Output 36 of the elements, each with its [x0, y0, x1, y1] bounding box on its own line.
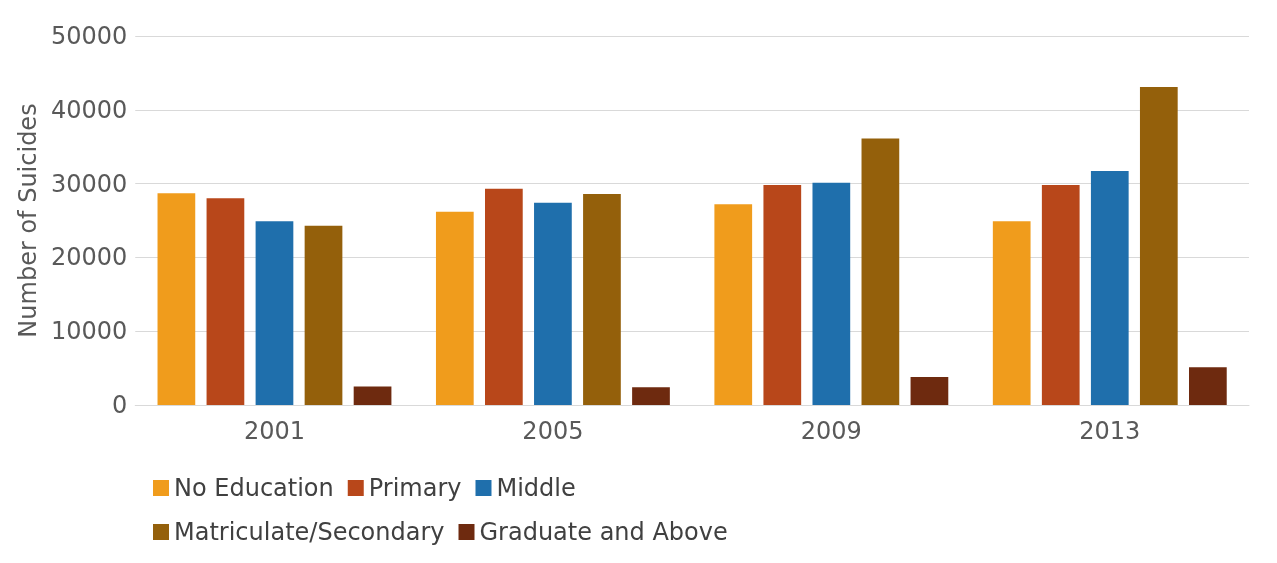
bar [714, 204, 753, 405]
bar [1090, 171, 1129, 405]
bar [632, 387, 670, 405]
y-tick-label: 10000 [50, 317, 128, 346]
bar [353, 386, 392, 405]
bar [1189, 367, 1227, 405]
y-tick-label: 40000 [50, 95, 128, 124]
x-tick-label: 2013 [1079, 417, 1141, 445]
bar [1041, 185, 1080, 405]
x-tick-label: 2001 [243, 417, 306, 445]
bar [534, 202, 572, 405]
bar [304, 225, 343, 405]
bar [861, 138, 900, 405]
bar [583, 193, 621, 405]
bar [992, 221, 1031, 405]
bar [812, 182, 851, 405]
bar [435, 211, 474, 405]
bar [206, 198, 245, 405]
legend-label: Graduate and Above [479, 518, 728, 546]
y-tick-label: 50000 [50, 22, 128, 50]
bar [763, 185, 802, 405]
legend-label: Matriculate/Secondary [174, 518, 445, 546]
bar [485, 188, 523, 405]
bar [910, 376, 949, 405]
bar [1139, 86, 1178, 405]
x-tick-label: 2005 [522, 417, 584, 445]
legend-label: Middle [496, 474, 576, 502]
y-tick-label: 20000 [50, 243, 128, 272]
y-tick-label: 30000 [50, 169, 128, 198]
bar [157, 193, 196, 405]
x-tick-label: 2009 [800, 417, 862, 445]
bar [255, 221, 294, 405]
y-tick-label: 0 [111, 391, 128, 419]
legend-label: No Education [174, 474, 334, 502]
y-axis-title: Number of Suicides [14, 103, 42, 338]
legend-label: Primary [368, 474, 462, 502]
